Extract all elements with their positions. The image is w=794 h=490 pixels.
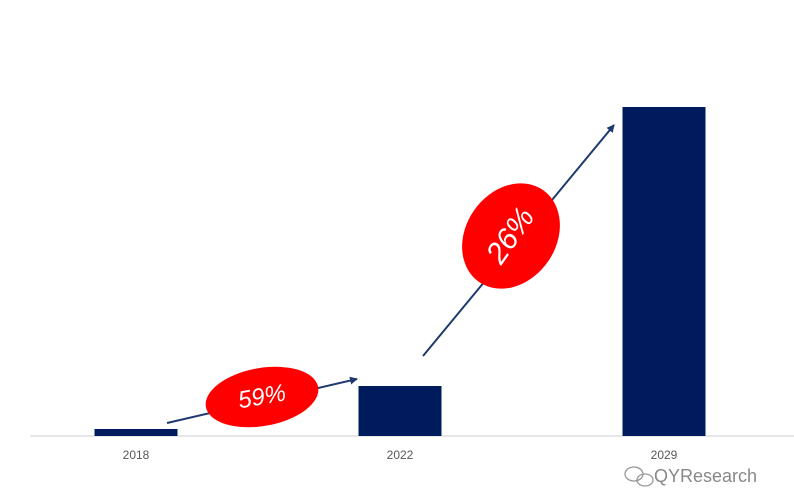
x-tick-label: 2018 bbox=[123, 448, 150, 462]
watermark: QYResearch bbox=[654, 466, 757, 486]
bar bbox=[622, 107, 706, 436]
bar bbox=[94, 429, 178, 436]
x-tick-label: 2022 bbox=[387, 448, 414, 462]
x-tick-label: 2029 bbox=[651, 448, 678, 462]
watermark-icon bbox=[624, 466, 654, 487]
bar bbox=[358, 386, 442, 436]
bars bbox=[94, 107, 706, 436]
badge bbox=[205, 366, 319, 428]
badge bbox=[462, 183, 560, 289]
